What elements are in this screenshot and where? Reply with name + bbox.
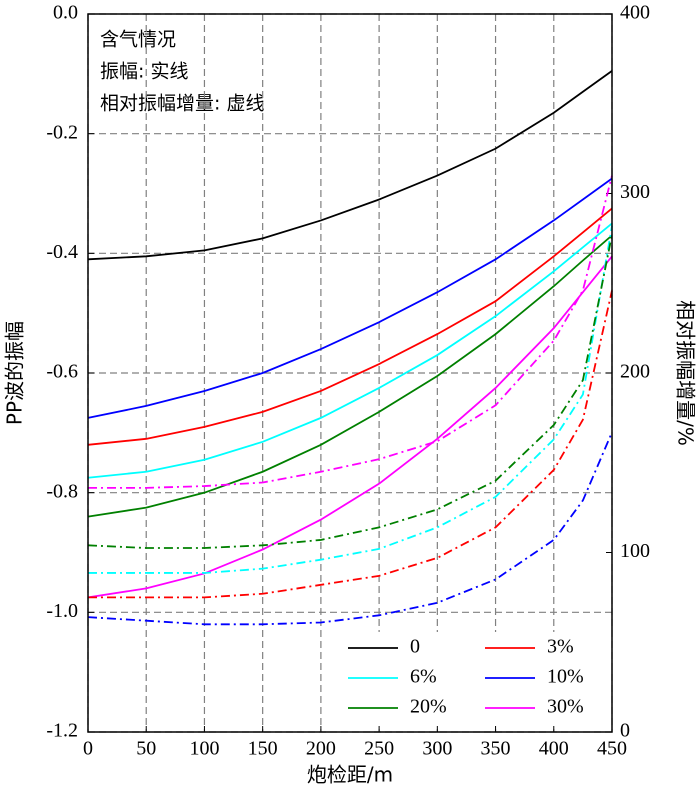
series-line: [87, 207, 613, 446]
series-line: [87, 431, 613, 626]
series-line: [88, 175, 613, 489]
series-line: [87, 234, 613, 518]
legend-label: 30%: [547, 696, 584, 718]
y2-tick-label: 200: [620, 361, 650, 383]
y-tick-label: -0.2: [46, 121, 78, 143]
y-tick-label: -0.8: [46, 480, 78, 502]
series-line: [87, 222, 613, 479]
x-tick-label: 50: [136, 738, 156, 760]
y-tick-label: -1.0: [46, 600, 78, 622]
y2-axis-label: 相对振幅增量/%: [674, 300, 698, 446]
x-axis-label: 炮检距/m: [307, 763, 393, 787]
legend-label: 3%: [547, 636, 574, 658]
x-tick-label: 200: [306, 738, 336, 760]
x-tick-label: 400: [539, 738, 569, 760]
x-tick-label: 150: [248, 738, 278, 760]
x-tick-label: 300: [422, 738, 452, 760]
x-tick-label: 100: [189, 738, 219, 760]
series-line: [87, 255, 613, 599]
series-line: [87, 70, 613, 261]
legend-label: 0: [410, 636, 420, 658]
x-tick-label: 350: [481, 738, 511, 760]
plot-frame: [87, 13, 613, 733]
series-line: [87, 177, 613, 419]
x-tick-label: 250: [364, 738, 394, 760]
x-tick-label: 0: [83, 738, 93, 760]
legend-label: 10%: [547, 666, 584, 688]
x-tick-label: 450: [597, 738, 627, 760]
y2-tick-label: 400: [620, 2, 650, 24]
legend-label: 6%: [410, 666, 437, 688]
y-tick-label: -0.6: [46, 361, 78, 383]
series-line: [88, 225, 613, 574]
annotation: 相对振幅增量: 虚线: [100, 93, 264, 115]
legend-label: 20%: [410, 696, 447, 718]
y2-tick-label: 0: [620, 720, 630, 742]
y2-tick-label: 100: [620, 540, 650, 562]
y-tick-label: -0.4: [46, 241, 78, 263]
annotation: 含气情况: [100, 29, 176, 51]
y-tick-label: 0.0: [53, 2, 78, 24]
y-tick-label: -1.2: [46, 720, 78, 742]
y2-tick-label: 300: [620, 181, 650, 203]
annotation: 振幅: 实线: [100, 61, 188, 83]
y-axis-label: PP波的振幅: [3, 321, 27, 425]
series-line: [87, 234, 613, 549]
series-line: [88, 290, 613, 599]
